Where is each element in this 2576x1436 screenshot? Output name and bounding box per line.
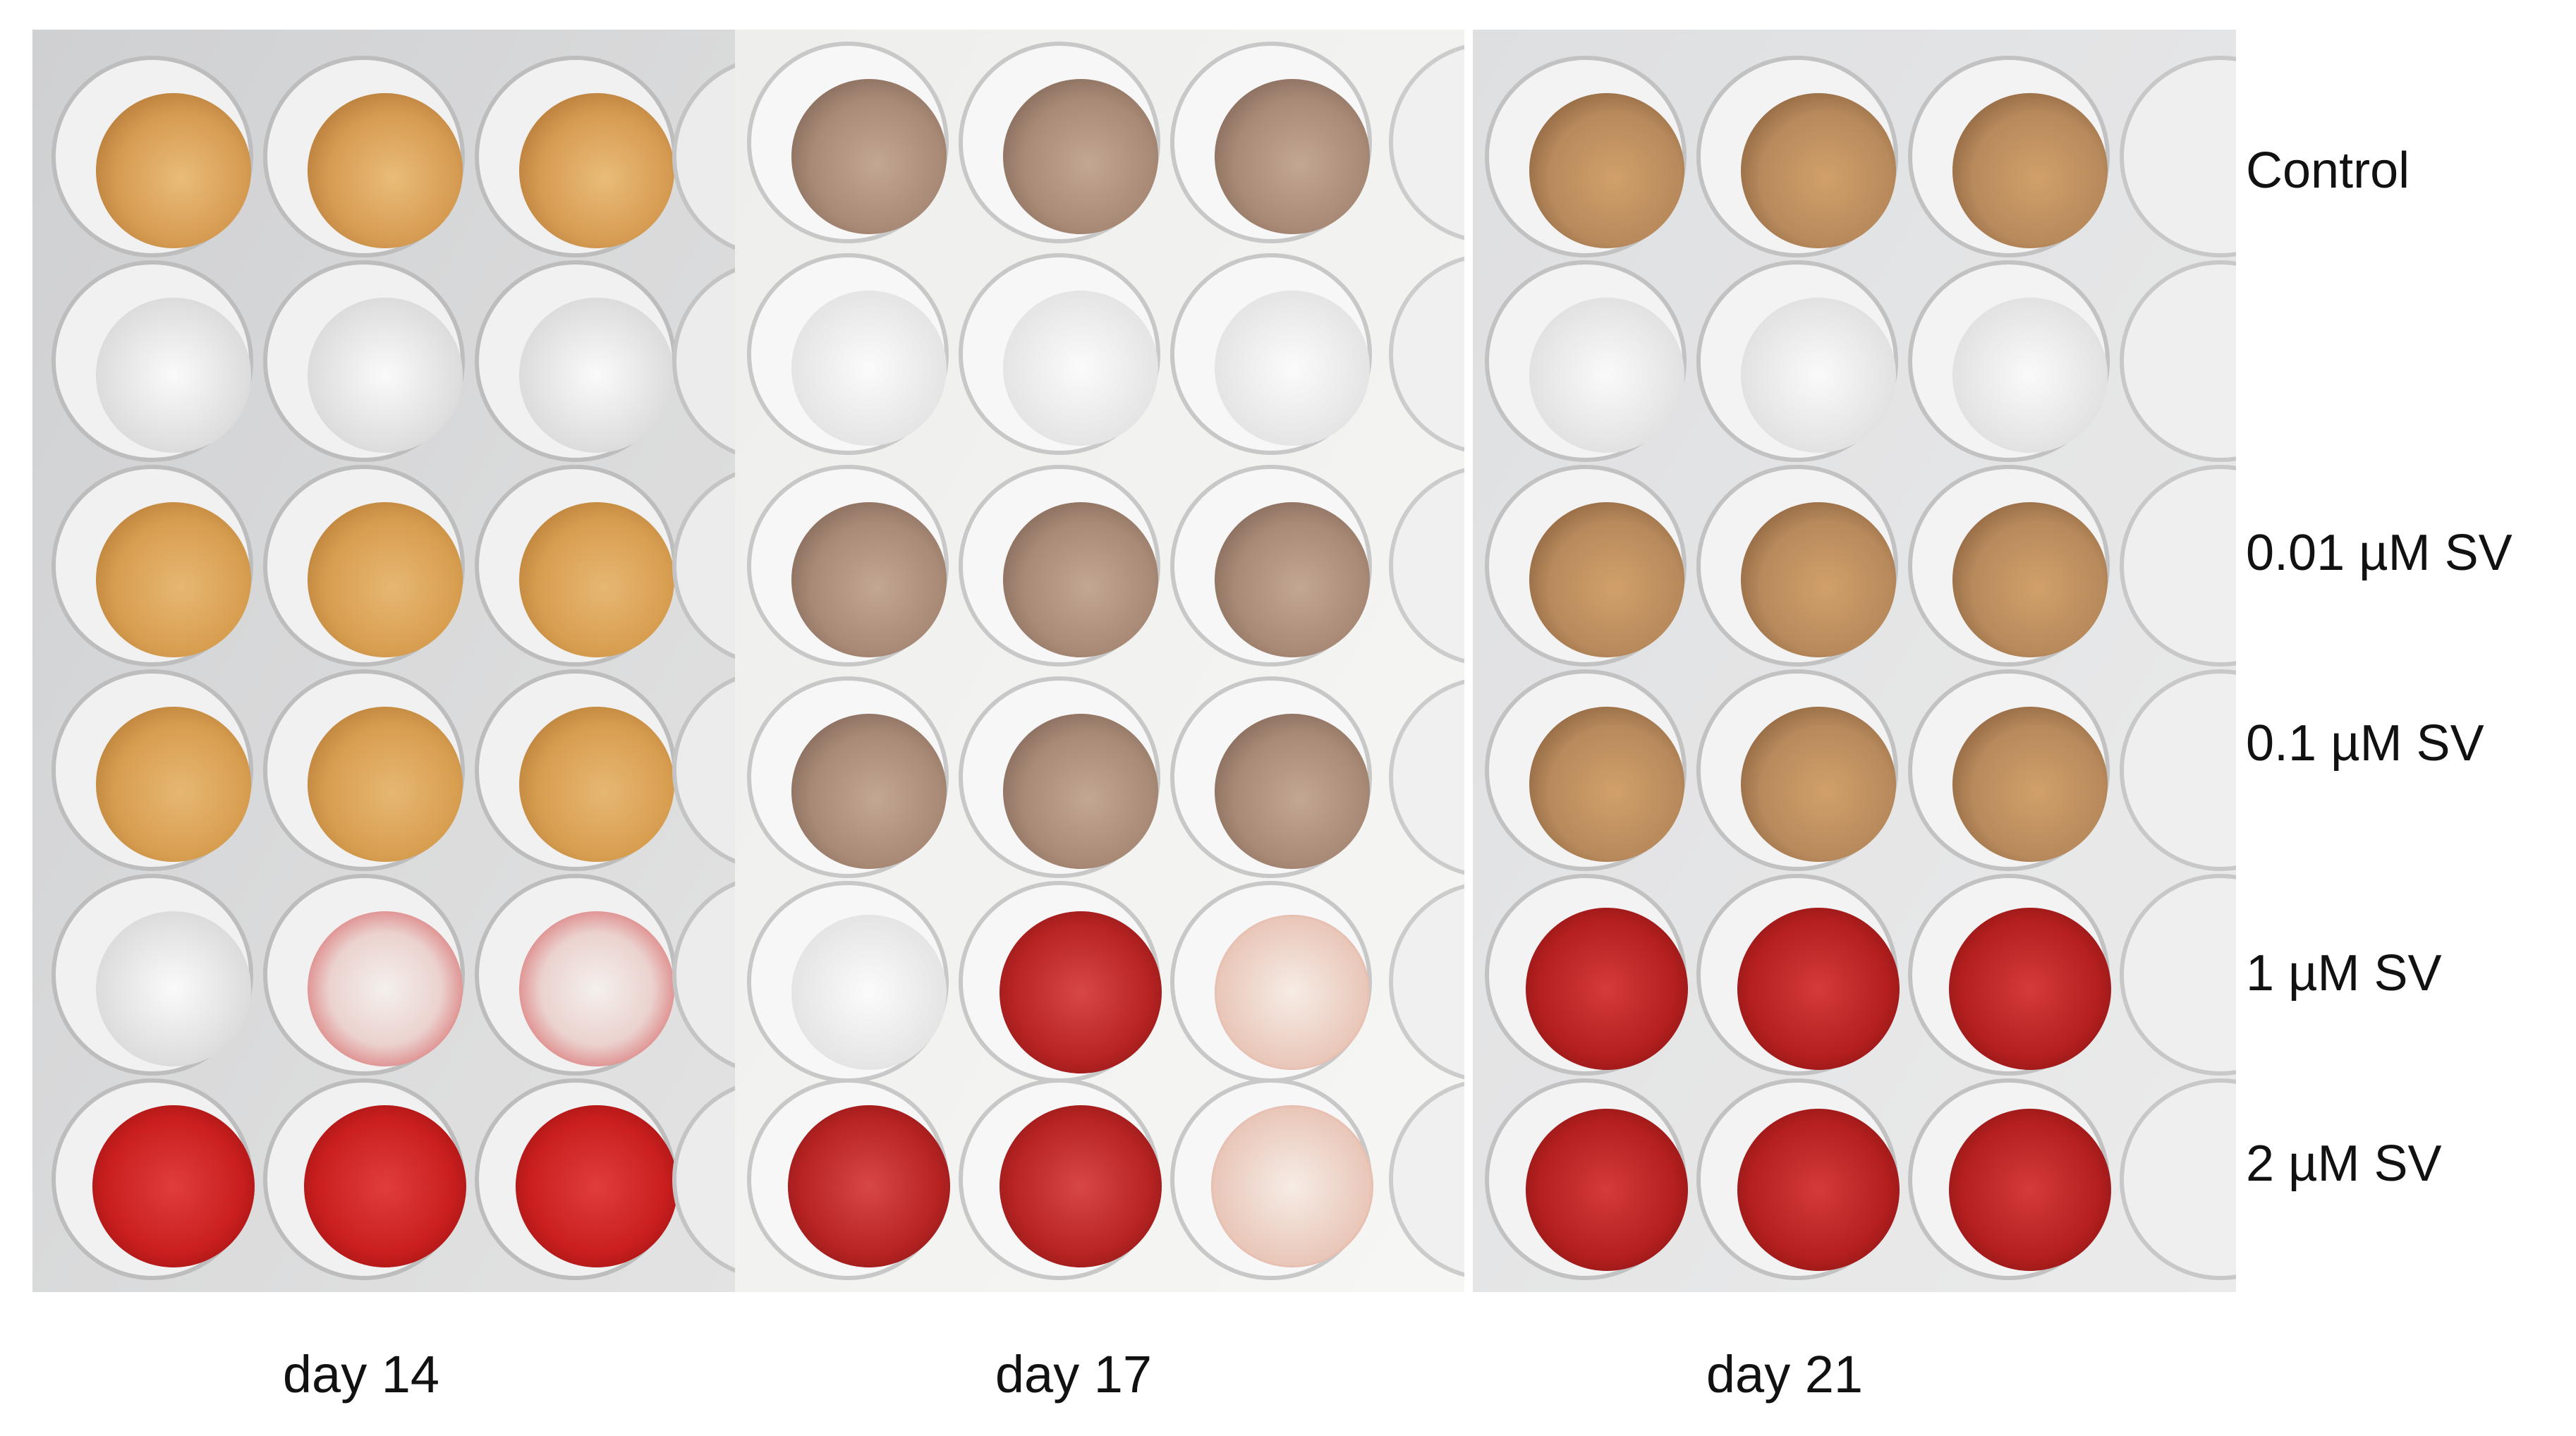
plate-photo-day-14: [32, 30, 735, 1292]
row-label-control: Control: [2246, 142, 2410, 199]
plate-photo-day-14-image: [32, 30, 735, 1292]
plate-photo-day-21: [1473, 30, 2236, 1292]
panel-divider: [1464, 30, 1473, 1292]
day-label-21: day 21: [1706, 1345, 1864, 1404]
plate-photo-day-21-image: [1473, 30, 2236, 1292]
plate-photo-day-17-image: [735, 30, 1464, 1292]
plate-photo-day-17: [735, 30, 1464, 1292]
day-label-17: day 17: [995, 1345, 1153, 1404]
row-label-1-um-sv: 1 µM SV: [2246, 945, 2442, 1002]
row-label-0-01-um-sv: 0.01 µM SV: [2246, 525, 2513, 581]
row-label-2-um-sv: 2 µM SV: [2246, 1136, 2442, 1192]
day-label-14: day 14: [282, 1345, 440, 1404]
row-label-0-1-um-sv: 0.1 µM SV: [2246, 715, 2484, 772]
